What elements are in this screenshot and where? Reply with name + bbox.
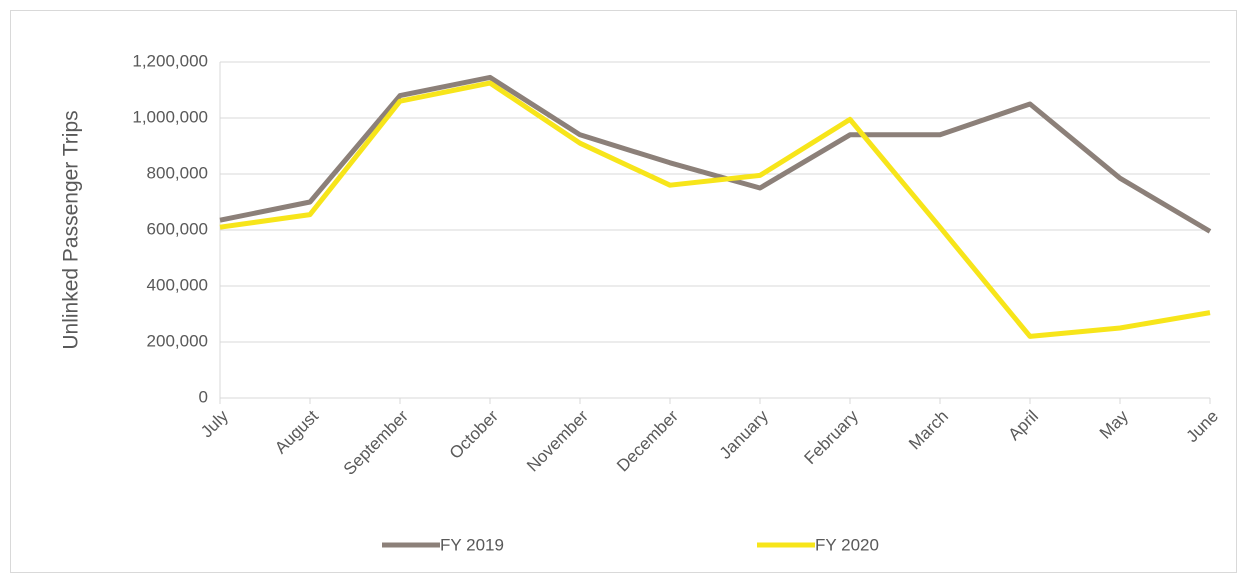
y-tick-label: 1,200,000 — [132, 51, 208, 70]
y-tick-label: 800,000 — [147, 163, 208, 182]
series-line — [219, 80, 1211, 339]
y-axis-label: Unlinked Passenger Trips — [60, 110, 83, 349]
legend-label: FY 2019 — [440, 535, 504, 554]
y-tick-label: 1,000,000 — [132, 107, 208, 126]
y-tick-label: 200,000 — [147, 331, 208, 350]
legend-label: FY 2020 — [815, 535, 879, 554]
y-tick-label: 400,000 — [147, 275, 208, 294]
y-tick-label: 600,000 — [147, 219, 208, 238]
y-tick-label: 0 — [199, 387, 208, 406]
series-line — [219, 74, 1212, 234]
